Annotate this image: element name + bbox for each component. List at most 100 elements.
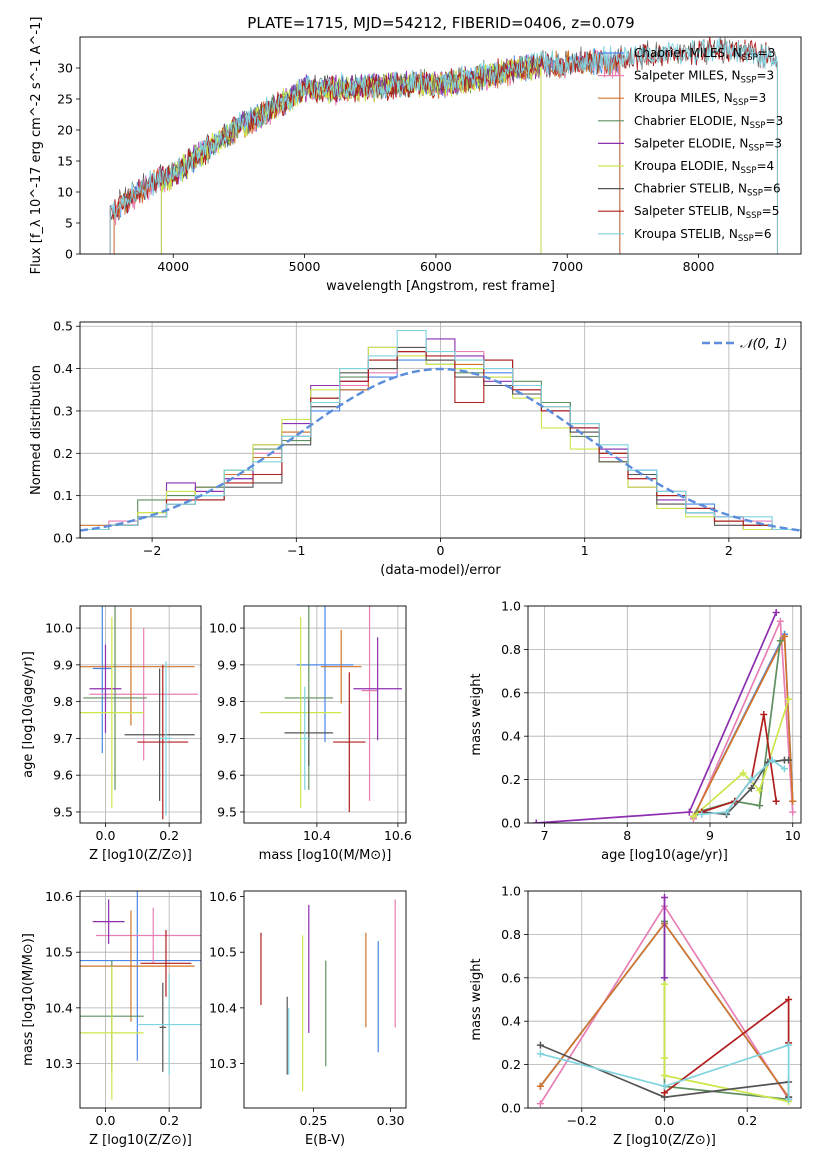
chart-mass_vs_Z: 0.0 0.2 10.3 10.4 10.5 10.6 Z [log10(Z/Z⊙)] mas… bbox=[21, 889, 202, 1148]
errorbar-salpeter-elodie bbox=[89, 644, 122, 733]
x-tick-label: 0.25 bbox=[300, 1113, 328, 1128]
y-tick-label: 10 bbox=[57, 185, 73, 200]
x-tick-label: −0.2 bbox=[567, 1113, 597, 1128]
weight-marker bbox=[536, 1050, 544, 1058]
axes-frame bbox=[527, 890, 802, 1109]
weight-marker bbox=[756, 802, 764, 810]
x-tick-label: 0 bbox=[437, 543, 445, 558]
plot-area bbox=[260, 606, 402, 812]
x-tick-label: 0.2 bbox=[737, 1113, 757, 1128]
y-tick-label: 10.5 bbox=[45, 945, 73, 960]
errorbar-kroupa-miles bbox=[80, 607, 195, 726]
y-tick-label: 9.8 bbox=[217, 694, 237, 709]
weight-marker bbox=[789, 797, 797, 805]
weight-marker bbox=[689, 812, 697, 820]
x-tick-label: 0.30 bbox=[377, 1113, 405, 1128]
y-axis-label: Flux [f_λ 10^-17 erg cm^-2 s^-1 A^-1] bbox=[29, 17, 44, 275]
y-tick-label: 15 bbox=[57, 154, 73, 169]
y-tick-label: 0.6 bbox=[501, 685, 521, 700]
y-tick-label: 0.0 bbox=[501, 1101, 521, 1116]
x-axis-label: Z [log10(Z/Z⊙)] bbox=[89, 848, 192, 863]
errorbar-chabrier-stelib bbox=[284, 699, 334, 766]
weight-marker bbox=[698, 810, 706, 818]
x-axis-label: Z [log10(Z/Z⊙)] bbox=[89, 1133, 192, 1148]
x-tick-label: 0.2 bbox=[159, 1113, 179, 1128]
errorbar-kroupa-stelib bbox=[300, 686, 309, 790]
weight-marker bbox=[661, 894, 668, 902]
legend-entry: Kroupa MILES, NSSP=3 bbox=[634, 91, 766, 108]
spectrum-line-salpeter-stelib bbox=[109, 37, 778, 254]
plot-area bbox=[536, 894, 793, 1108]
weight-marker bbox=[536, 1100, 544, 1108]
y-tick-label: 9.7 bbox=[217, 731, 237, 746]
x-axis-label: age [log10(age/yr)] bbox=[601, 848, 728, 863]
legend-entry: Salpeter MILES, NSSP=3 bbox=[634, 69, 774, 86]
y-tick-label: 1.0 bbox=[501, 599, 521, 614]
errorbar-kroupa-elodie bbox=[80, 617, 144, 809]
y-tick-label: 10.4 bbox=[209, 1000, 237, 1015]
y-tick-label: 0.4 bbox=[501, 729, 521, 744]
chart-mass_vs_ebv: 0.25 0.30 10.3 10.4 10.5 10.6 E(B-V) bbox=[209, 889, 407, 1148]
errorbar-salpeter-miles bbox=[95, 907, 201, 964]
legend-entry: Kroupa ELODIE, NSSP=4 bbox=[634, 159, 774, 176]
plot-area bbox=[80, 891, 201, 1100]
y-tick-label: 9.9 bbox=[217, 657, 237, 672]
errorbar-kroupa-stelib bbox=[137, 974, 201, 1075]
spectrum-line-kroupa-stelib bbox=[109, 38, 778, 254]
weight-marker bbox=[661, 1082, 668, 1090]
weight-marker bbox=[723, 808, 731, 816]
x-axis-label: (data-model)/error bbox=[380, 563, 501, 578]
errorbar-kroupa-elodie bbox=[80, 966, 144, 1100]
y-tick-label: 0.2 bbox=[501, 1057, 521, 1072]
plot-area bbox=[80, 329, 801, 538]
y-tick-label: 0.5 bbox=[53, 319, 73, 334]
weight-marker bbox=[532, 819, 540, 823]
errorbar-salpeter-stelib bbox=[140, 929, 192, 997]
plot-area bbox=[80, 606, 198, 820]
y-tick-label: 9.5 bbox=[217, 804, 237, 819]
y-tick-label: 20 bbox=[57, 123, 73, 138]
x-tick-label: 7 bbox=[541, 828, 549, 843]
legend-entry: Kroupa STELIB, NSSP=6 bbox=[634, 227, 772, 244]
legend-entry: 𝒩(0, 1) bbox=[740, 337, 787, 352]
errorbar-chabrier-elodie bbox=[83, 606, 147, 790]
y-tick-label: 0 bbox=[65, 247, 73, 262]
y-axis-label: Normed distribution bbox=[29, 365, 44, 495]
x-tick-label: 10 bbox=[785, 828, 801, 843]
x-tick-label: 0.2 bbox=[159, 828, 179, 843]
errorbar-kroupa-miles bbox=[80, 910, 195, 1022]
figure-title: PLATE=1715, MJD=54212, FIBERID=0406, z=0… bbox=[247, 14, 634, 32]
normal-curve bbox=[80, 367, 801, 532]
y-tick-label: 9.6 bbox=[53, 768, 73, 783]
y-tick-label: 9.5 bbox=[53, 804, 73, 819]
weight-marker bbox=[772, 797, 780, 805]
x-tick-label: 8 bbox=[623, 828, 631, 843]
y-tick-label: 9.9 bbox=[53, 657, 73, 672]
errorbar-kroupa-stelib bbox=[159, 661, 173, 816]
y-tick-label: 10.6 bbox=[45, 889, 73, 904]
weight-marker bbox=[776, 617, 784, 625]
x-axis-label: wavelength [Angstrom, rest frame] bbox=[326, 279, 555, 294]
y-tick-label: 0.0 bbox=[53, 531, 73, 546]
legend-entry: Salpeter STELIB, NSSP=5 bbox=[634, 204, 779, 221]
y-tick-label: 9.8 bbox=[53, 694, 73, 709]
chart-age_vs_Z: 0.0 0.2 9.5 9.6 9.7 9.8 9.9 10.0 Z [log10(Z/Z⊙)]… bbox=[21, 605, 202, 863]
x-tick-label: 0.0 bbox=[96, 828, 116, 843]
legend-entry: Chabrier ELODIE, NSSP=3 bbox=[634, 114, 783, 131]
axes-frame bbox=[79, 321, 802, 539]
x-tick-label: 10.6 bbox=[384, 828, 412, 843]
y-tick-label: 10.6 bbox=[209, 889, 237, 904]
x-tick-label: 7000 bbox=[551, 259, 583, 274]
y-tick-label: 0.4 bbox=[53, 361, 73, 376]
weight-marker bbox=[772, 609, 780, 617]
weight-marker bbox=[785, 695, 793, 703]
axes-frame bbox=[243, 605, 407, 824]
chart-weight_vs_age: 7 8 9 10 0.0 0.2 0.4 0.6 0.8 1.0 age [log10(age/yr… bbox=[469, 599, 802, 863]
y-tick-label: 10.4 bbox=[45, 1000, 73, 1015]
errorbar-salpeter-miles bbox=[361, 606, 378, 801]
weight-marker bbox=[536, 1082, 544, 1090]
x-tick-label: 9 bbox=[706, 828, 714, 843]
plot-area bbox=[532, 609, 797, 823]
weight-marker bbox=[739, 769, 747, 777]
